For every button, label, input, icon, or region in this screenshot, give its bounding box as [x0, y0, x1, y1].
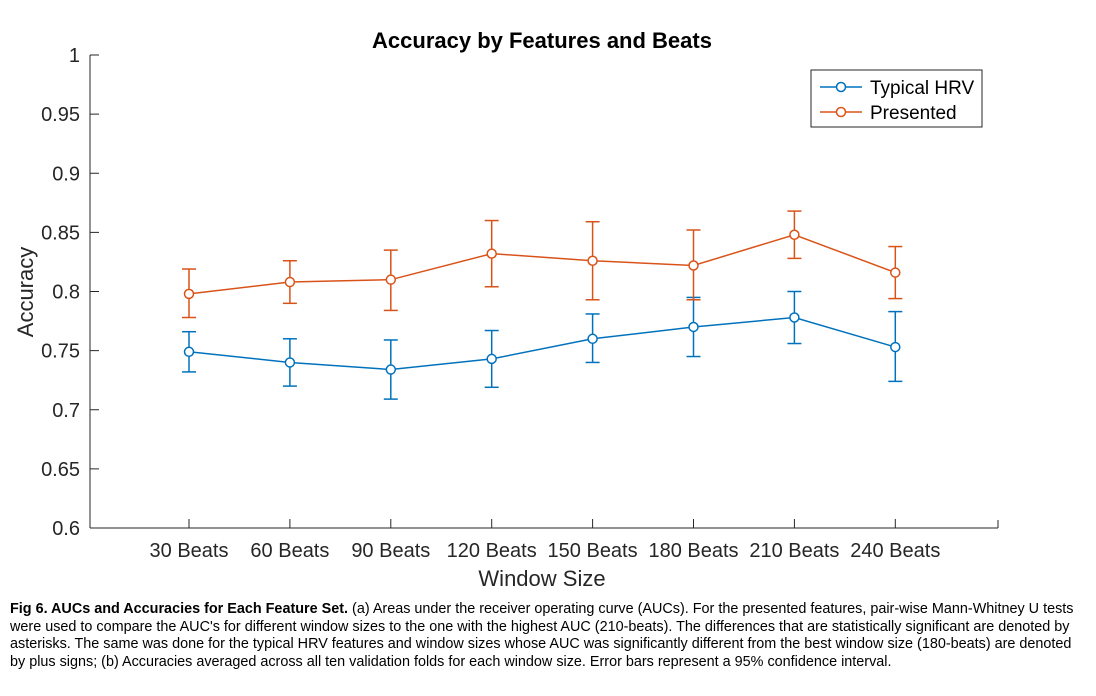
legend-label: Presented: [870, 103, 957, 124]
y-tick-label: 0.75: [41, 341, 80, 363]
y-tick-label: 0.85: [41, 222, 80, 244]
series-layer: [182, 210, 903, 400]
series-line: [188, 316, 896, 371]
x-tick-label: 210 Beats: [749, 540, 839, 562]
y-tick-label: 1: [69, 45, 80, 67]
caption-label: Fig 6. AUCs and Accuracies for Each Feat…: [10, 601, 349, 617]
series-0: [182, 290, 903, 400]
x-tick-label: 30 Beats: [150, 540, 229, 562]
data-point: [688, 321, 699, 333]
legend-box: [810, 69, 983, 128]
data-point: [587, 333, 598, 345]
y-tick-label: 0.65: [41, 459, 80, 481]
legend-label: Typical HRV: [870, 78, 975, 99]
legend-item-1: Presented: [820, 103, 957, 124]
data-point: [890, 341, 901, 353]
data-point: [385, 274, 397, 285]
series-1: [182, 210, 903, 319]
legend-marker: [835, 81, 847, 93]
x-tick-label: 60 Beats: [250, 540, 329, 562]
x-tick-label: 120 Beats: [447, 540, 537, 562]
data-point: [284, 276, 296, 288]
y-tick-label: 0.9: [52, 163, 80, 185]
y-tick-label: 0.8: [52, 282, 80, 304]
legend-marker: [835, 106, 847, 118]
y-tick-label: 0.7: [52, 400, 80, 422]
data-point: [183, 288, 195, 300]
data-point: [587, 255, 598, 267]
data-point: [789, 312, 800, 323]
figure-caption: Fig 6. AUCs and Accuracies for Each Feat…: [10, 601, 1090, 671]
data-point: [890, 267, 901, 278]
data-point: [385, 364, 397, 375]
legend-item-0: Typical HRV: [820, 78, 975, 99]
caption-text: (a) Areas under the receiver operating c…: [10, 601, 1074, 670]
data-point: [183, 346, 195, 358]
x-tick-label: 180 Beats: [648, 540, 738, 562]
data-point: [284, 357, 296, 368]
series-line: [188, 233, 896, 295]
data-point: [486, 248, 497, 259]
x-axis-title: Window Size: [478, 566, 605, 591]
y-axis-title: Accuracy: [13, 247, 38, 337]
data-point: [486, 353, 497, 365]
data-point: [789, 229, 800, 240]
data-point: [688, 260, 699, 271]
chart-title: Accuracy by Features and Beats: [372, 28, 712, 53]
axes: 0.6 0.65 0.7 0.75 0.8 0.85 0.9 0.95 1 30 Beats 60 …: [41, 45, 999, 562]
x-tick-label: 150 Beats: [548, 540, 638, 562]
y-tick-label: 0.95: [41, 104, 80, 126]
x-tick-label: 240 Beats: [850, 540, 940, 562]
y-tick-label: 0.6: [52, 518, 80, 540]
accuracy-chart: Accuracy by Features and Beats 0.60.650.…: [13, 28, 999, 591]
legend: Typical HRV Presented: [810, 69, 983, 128]
x-tick-label: 90 Beats: [351, 540, 430, 562]
